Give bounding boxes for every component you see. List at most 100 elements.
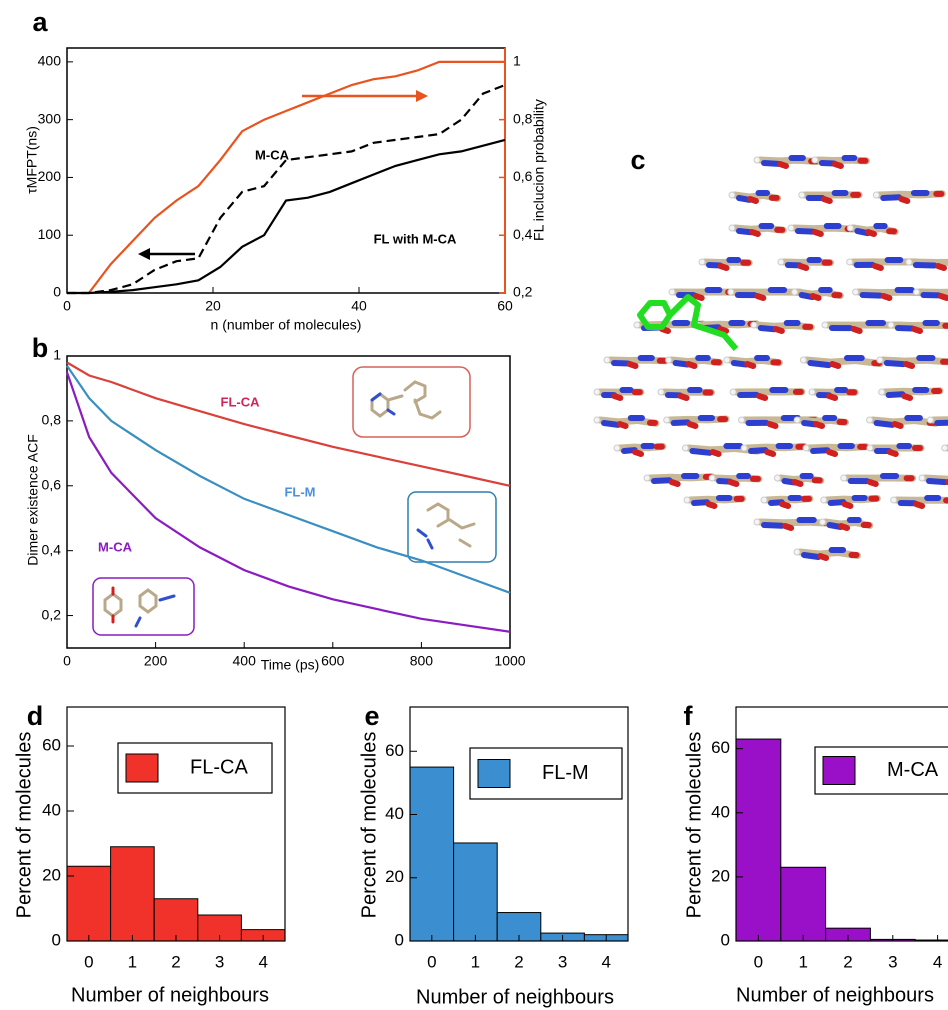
x-tick-label: 800 [410,653,434,669]
y-tick-label: 0,8 [42,412,62,428]
y-tick-label: 40 [42,800,61,819]
arrow-head [138,248,150,260]
y-axis-label: Percent of molecules [358,732,380,919]
atom [788,225,794,231]
atom [709,475,715,481]
y-tick-label: 60 [711,738,730,757]
atom [821,497,827,503]
panel-letter: f [684,701,694,731]
x-tick-label: 0 [754,952,763,971]
y2-axis-label: FL inclucion probability [531,99,547,241]
atom [594,417,600,423]
atom [867,417,873,423]
series-label: M-CA [255,147,290,162]
panel-letter: e [364,701,379,731]
x-tick-label: 2 [514,952,523,971]
y2-tick-label: 1 [513,53,521,69]
atom [942,445,948,451]
histogram-bar [67,866,111,941]
x-tick-label: 4 [601,952,610,971]
x-tick-label: 3 [558,952,567,971]
atom [877,357,883,363]
legend-swatch [126,754,158,782]
y-axis-label: Dimer existence ACF [25,434,41,565]
y-tick-label: 1 [53,347,61,363]
histogram-bar [781,867,826,941]
y2-tick-label: 0,2 [513,284,533,300]
series-label: M-CA [98,539,133,554]
y-tick-label: 300 [38,110,62,126]
y-tick-label: 40 [385,804,404,823]
legend-swatch [823,757,855,785]
x-tick-label: 3 [215,952,224,971]
x-tick-label: 1 [798,952,807,971]
x-tick-label: 3 [888,952,897,971]
panel-letter: b [32,333,49,363]
panel-letter: a [32,7,48,37]
x-tick-label: 2 [843,952,852,971]
atom [853,289,859,295]
atom [724,357,730,363]
atom [664,417,670,423]
y-tick-label: 20 [385,867,404,886]
x-axis-label: Time (ps) [261,657,320,673]
histogram-bar [454,843,498,941]
y-tick-label: 20 [42,865,61,884]
x-tick-label: 40 [351,298,367,314]
x-tick-label: 0 [63,653,71,669]
y-tick-label: 0 [395,930,404,949]
y-tick-label: 200 [38,168,62,184]
atom [906,259,912,265]
x-axis-label: Number of neighbours [71,984,269,1006]
y-tick-label: 20 [711,866,730,885]
x-tick-label: 200 [144,653,168,669]
y-tick-label: 60 [42,735,61,754]
atom [847,225,853,231]
histogram-bar [111,847,155,941]
atom [754,519,760,525]
x-tick-label: 0 [63,298,71,314]
atom [812,157,818,163]
x-axis-label: Number of neighbours [736,984,934,1006]
y-tick-label: 400 [38,53,62,69]
x-tick-label: 1000 [494,653,525,669]
atom [873,192,879,198]
figure: c 020406001002003004000,20,40,60,81FL in… [0,0,948,1010]
x-tick-label: 0 [84,952,93,971]
atom [913,289,919,295]
legend-label: FL-CA [190,756,248,778]
legend-swatch [478,760,510,788]
y-tick-label: 0,4 [42,541,62,557]
atom [800,357,806,363]
atom [888,322,894,328]
y-tick-label: 100 [38,226,62,242]
atom [794,417,800,423]
atom [684,497,690,503]
y-tick-label: 0 [53,284,61,300]
histogram-bar [410,767,454,941]
atom [614,445,620,451]
y-tick-label: 0 [721,930,730,949]
x-tick-label: 0 [427,952,436,971]
series-label: FL-CA [221,394,261,409]
inset-box [93,578,194,635]
x-tick-label: 1 [128,952,137,971]
atom [644,475,650,481]
atom [729,225,735,231]
y-tick-label: 60 [385,741,404,760]
y-tick-label: 0 [52,930,61,949]
x-axis-label: n (number of molecules) [211,317,362,333]
series-line [67,85,505,293]
atom [739,417,745,423]
x-axis-label: Number of neighbours [416,986,614,1008]
atom [730,389,736,395]
page: {"chart_data": [ {"type": "line", "panel… [0,0,948,1010]
atom [751,322,757,328]
x-tick-label: 20 [205,298,221,314]
inset-box [408,492,496,562]
atom [794,549,800,555]
series-line [67,140,505,293]
arrow-head [416,90,428,102]
atom [809,389,815,395]
y-axis-label: Percent of molecules [683,732,705,919]
